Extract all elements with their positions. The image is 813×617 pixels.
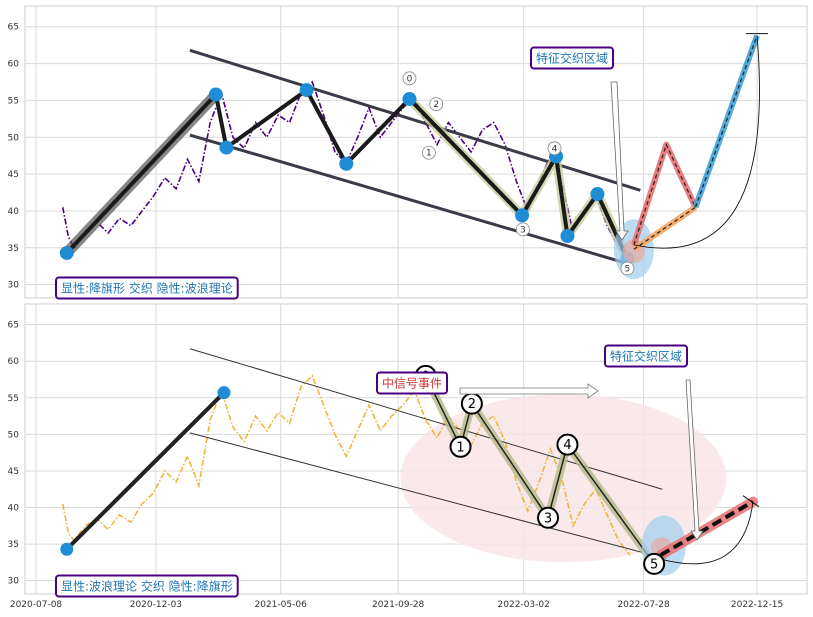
- x-axis: 2020-07-08 2020-12-03 2021-05-06 2021-09-28…: [10, 600, 783, 610]
- intersect-label-top-box: [530, 46, 615, 70]
- x-tick-label: 2021-05-06: [255, 600, 308, 610]
- wave-path-line: [425, 375, 655, 565]
- channel-lower-line: [189, 432, 667, 560]
- wave-pivot-marker: [208, 87, 223, 102]
- y-tick-label: 65: [8, 23, 19, 33]
- wave-pivot-marker: [299, 83, 314, 98]
- pattern-label-bottom-box: [55, 574, 239, 598]
- flagpole-line: [64, 390, 226, 552]
- projection-path-dash: [633, 142, 697, 246]
- wave-pivot-marker: [515, 208, 530, 223]
- wave-label-circle: [537, 506, 560, 529]
- wave-label: 3: [544, 511, 552, 526]
- wave-label: 1: [426, 149, 432, 159]
- projection-path-dash: [633, 206, 696, 250]
- x-tick-label: 2020-07-08: [10, 600, 63, 610]
- y-tick-label: 50: [8, 430, 20, 440]
- wave-pivot-marker: [590, 187, 605, 201]
- callout-arrow: [610, 81, 629, 241]
- wave-label-circle: [402, 71, 417, 86]
- wave-label-circle: [429, 97, 444, 112]
- y-tick-label: 30: [8, 281, 20, 291]
- wave-region-ellipse: [400, 394, 727, 563]
- signal-arrow: [459, 383, 599, 399]
- pattern-label-bottom: 显性:波浪理论 交织 隐性:降旗形: [61, 579, 233, 594]
- wave-label: 2: [468, 397, 476, 412]
- wave-label: 2: [433, 100, 439, 110]
- wave-label: 5: [650, 557, 658, 572]
- y-tick-label: 60: [8, 60, 20, 70]
- projection-path-dash: [659, 499, 754, 557]
- channel-lower-line: [189, 133, 630, 266]
- wave-label-circle: [556, 433, 579, 456]
- y-tick-label: 40: [8, 504, 20, 514]
- wave-label-circle: [449, 435, 472, 458]
- projection-curve: [660, 501, 754, 565]
- flagpole-marker: [217, 386, 231, 400]
- y-tick-label: 65: [8, 321, 19, 331]
- y-tick-label: 45: [8, 170, 19, 180]
- wave-pivot-marker: [59, 245, 74, 260]
- channel-upper-line: [189, 48, 641, 192]
- wave-pivot-marker: [219, 140, 234, 155]
- wave-label: 1: [456, 440, 464, 455]
- wave-label: 4: [552, 144, 558, 154]
- y-tick-label: 30: [8, 577, 20, 587]
- y-tick-label: 50: [8, 133, 20, 143]
- intersect-label-top: 特征交织区域: [536, 51, 608, 66]
- y-tick-label: 60: [8, 357, 20, 367]
- pattern-label-top-box: [55, 276, 239, 300]
- wave-pivot-marker: [560, 229, 575, 243]
- wave-pivot-marker: [339, 156, 354, 171]
- signal-event-label-box: [376, 371, 449, 395]
- wave-label-circle: [620, 261, 635, 276]
- x-tick-label: 2022-03-02: [498, 600, 550, 610]
- projection-endcap: [742, 495, 760, 508]
- projection-path-dash: [694, 35, 758, 208]
- y-tick-label: 55: [8, 96, 19, 106]
- y-tick-label: 35: [8, 244, 19, 254]
- wave-pivot-marker: [402, 91, 417, 106]
- y-tick-label: 40: [8, 207, 20, 217]
- signal-event-label: 中信号事件: [382, 376, 442, 391]
- y-tick-label: 35: [8, 540, 19, 550]
- y-tick-label: 45: [8, 467, 19, 477]
- pattern-label-top: 显性:降旗形 交织 隐性:波浪理论: [61, 281, 233, 296]
- intersect-label-bottom-box: [604, 344, 689, 368]
- y-tick-label: 55: [8, 394, 19, 404]
- x-tick-label: 2021-09-28: [372, 600, 425, 610]
- flagpole-marker: [60, 542, 74, 556]
- wave-label: 5: [625, 264, 631, 274]
- wave-label: 0: [407, 74, 413, 84]
- x-tick-label: 2020-12-03: [130, 600, 182, 610]
- wave-label: 3: [520, 225, 526, 235]
- wave-label-circle: [547, 141, 562, 156]
- price-series-line: [61, 374, 631, 556]
- wave-label-circle: [643, 552, 666, 575]
- x-tick-label: 2022-07-28: [617, 600, 670, 610]
- wave-label-circle: [516, 222, 530, 237]
- x-tick-label: 2022-12-15: [731, 600, 783, 610]
- wave-label: 4: [563, 438, 571, 453]
- projection-curve: [633, 35, 760, 249]
- wave-label-circle: [422, 145, 436, 160]
- callout-arrow: [685, 379, 704, 541]
- intersect-label-bottom: 特征交织区域: [610, 349, 682, 364]
- plot-frame: [24, 5, 808, 299]
